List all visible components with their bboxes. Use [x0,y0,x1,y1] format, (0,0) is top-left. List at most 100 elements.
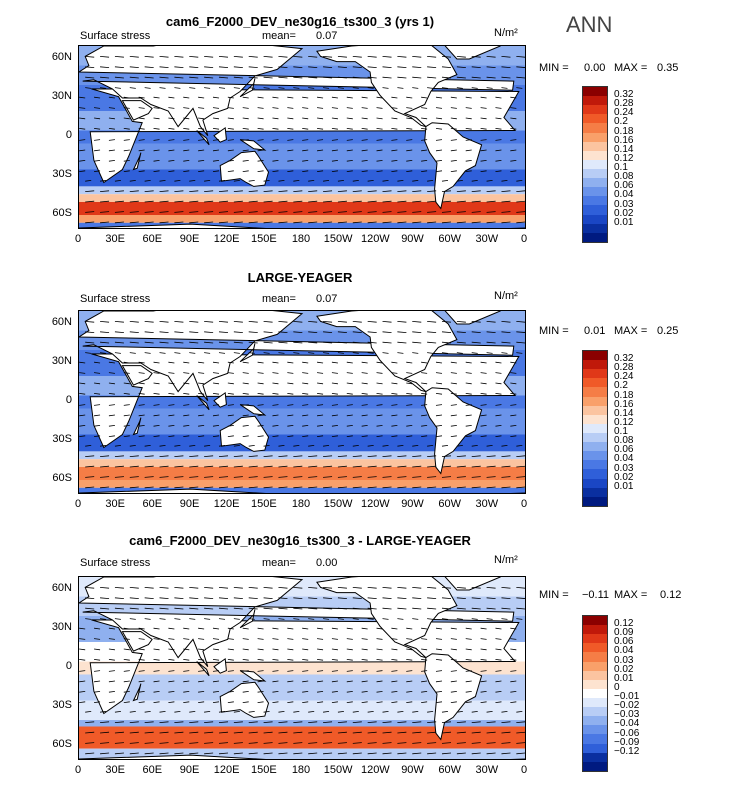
wind-vector [441,731,452,734]
wind-vector [308,607,318,610]
wind-vector [198,638,205,640]
wind-vector [501,190,511,192]
wind-vector [183,691,190,693]
wind-vector [412,321,422,323]
wind-vector [421,659,428,661]
wind-vector [486,211,496,213]
wind-vector [465,361,472,364]
wind-vector [218,221,229,224]
wind-vector [85,752,95,755]
wind-vector [441,597,452,599]
wind-vector [361,170,368,172]
wind-vector [123,648,130,651]
wind-vector [486,331,496,333]
wind-vector [123,372,130,374]
ocean-band [79,222,525,228]
wind-vector [129,721,139,723]
wind-vector [183,435,190,437]
wind-vector [323,87,330,89]
colorbar-swatch [583,123,607,133]
wind-vector [242,107,249,109]
wind-vector [85,352,92,354]
wind-vector [138,404,145,406]
wind-vector [198,393,205,395]
wind-vector [218,331,229,333]
wind-vector [337,752,347,755]
wind-vector [331,659,338,661]
wind-vector [257,149,264,152]
wind-vector [465,414,472,417]
wind-vector [227,382,234,385]
lon-tick-label: 60W [438,498,461,510]
lon-tick-label: 120W [360,764,390,776]
wind-vector [435,117,443,120]
wind-vector [510,435,517,437]
wind-vector [480,382,487,385]
wind-vector [323,721,333,723]
wind-vector [183,149,190,152]
wind-vector [168,648,175,651]
wind-vector [367,76,377,79]
wind-vector [183,382,190,385]
wind-vector [456,211,466,213]
wind-vector [248,66,258,68]
wind-vector [248,742,258,744]
wind-vector [123,96,130,99]
wind-vector [204,221,214,224]
wind-vector [465,638,472,640]
wind-vector [317,691,324,693]
wind-vector [352,486,362,489]
wind-vector [337,465,347,468]
wind-vector [465,160,472,162]
wind-vector [302,96,309,99]
wind-vector [421,128,428,130]
wind-vector [450,393,457,395]
wind-vector [278,331,288,333]
wind-vector [456,752,466,755]
wind-vector [272,701,279,703]
wind-vector [486,752,496,755]
wind-vector [227,425,234,427]
wind-vector [94,414,101,417]
wind-vector [123,393,130,395]
map-plot [78,45,526,229]
wind-vector [382,211,392,213]
wind-vector [510,128,517,130]
wind-vector [293,87,300,89]
wind-vector [114,486,124,489]
wind-vector [189,200,199,203]
wind-vector [153,382,160,385]
colorbar-swatch [583,734,607,744]
wind-vector [114,587,124,589]
wind-vector [441,321,452,323]
wind-vector [79,638,86,640]
wind-vector [421,372,428,374]
colorbar-level-label: 0.28 [614,362,634,374]
wind-vector [302,638,309,640]
lat-tick-label: 60S [52,738,72,750]
wind-vector [114,721,124,723]
wind-vector [361,160,368,162]
wind-vector [114,445,121,447]
colorbar-level-label: 0.1 [614,162,628,174]
wind-vector [257,170,264,172]
wind-vector [376,372,383,374]
wind-vector [129,352,136,354]
wind-vector [435,638,443,640]
wind-vector [317,648,324,651]
land-outline [424,387,483,475]
wind-vector [361,128,368,130]
wind-vector [227,160,234,162]
wind-vector [272,96,279,99]
wind-vector [144,445,151,447]
wind-vector [376,117,383,120]
wind-vector [427,742,437,744]
wind-vector [108,648,115,651]
land-outline [79,223,525,228]
wind-vector [441,445,449,447]
wind-vector [465,372,472,374]
wind-vector [204,752,214,755]
wind-vector [218,180,226,182]
wind-vector [189,321,199,323]
land-outline [316,46,458,128]
